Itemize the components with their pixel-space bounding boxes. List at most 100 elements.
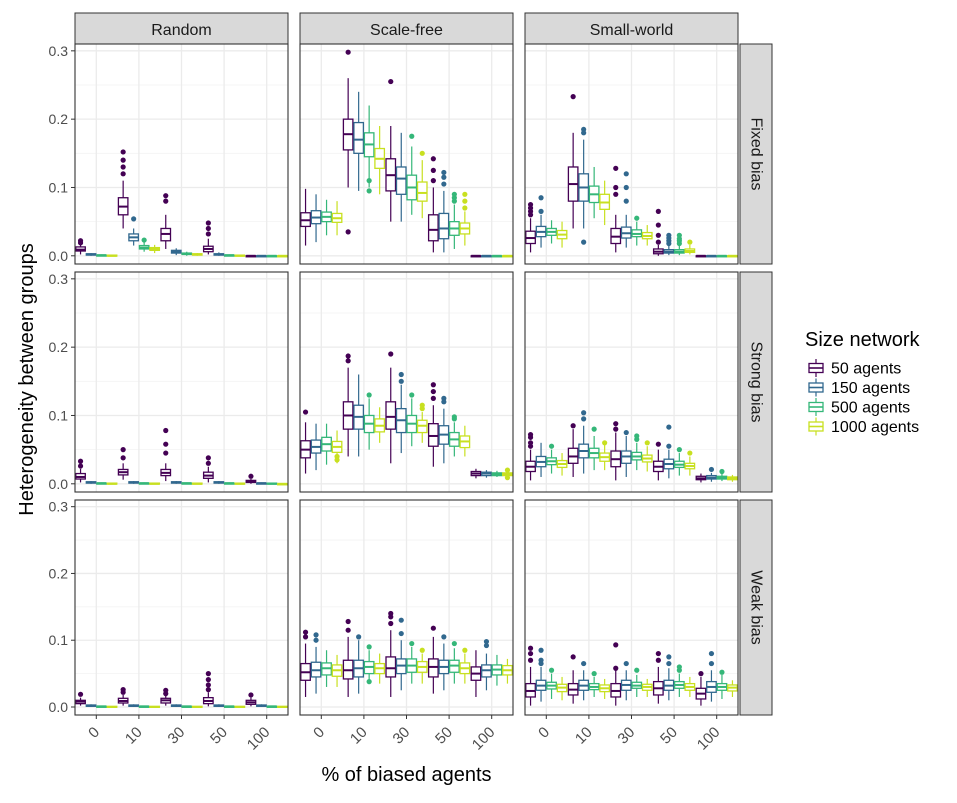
y-tick-label: 0.0	[49, 248, 69, 264]
outlier-point	[409, 133, 415, 139]
outlier-point	[527, 645, 534, 651]
outlier-point	[451, 640, 457, 647]
box	[427, 214, 439, 242]
panel-border	[299, 271, 514, 493]
outlier-point	[613, 184, 619, 191]
y-tick-label: 0.2	[49, 339, 69, 355]
outlier-point	[131, 216, 137, 222]
outlier-point	[205, 220, 211, 226]
outlier-point	[527, 657, 534, 663]
outlier-point	[655, 239, 661, 245]
x-tick-label: 50	[207, 724, 231, 748]
strip-column-0	[74, 12, 289, 45]
outlier-point	[441, 169, 447, 176]
outlier-point	[205, 671, 211, 677]
outlier-point	[623, 198, 629, 204]
box	[385, 401, 397, 430]
outlier-point	[451, 191, 457, 197]
outlier-point	[644, 440, 650, 446]
outlier-point	[345, 49, 351, 55]
outlier-point	[205, 231, 211, 237]
outlier-point	[366, 644, 372, 650]
box	[438, 212, 450, 240]
outlier-point	[163, 441, 169, 447]
panel-scale-free-fixed-bias	[299, 43, 514, 265]
strip-row-label: Fixed bias	[748, 118, 765, 191]
outlier-point	[623, 171, 629, 177]
outlier-point	[120, 455, 126, 461]
outlier-point	[687, 239, 693, 245]
x-tick-label: 100	[469, 724, 499, 754]
outlier-point	[441, 395, 447, 401]
outlier-point	[120, 164, 126, 170]
outlier-point	[666, 654, 672, 660]
outlier-point	[527, 440, 534, 446]
legend-label: 150 agents	[831, 380, 910, 397]
outlier-point	[570, 423, 576, 429]
legend-label: 1000 agents	[831, 419, 919, 436]
outlier-point	[248, 692, 254, 698]
outlier-point	[613, 421, 619, 427]
outlier-point	[655, 208, 661, 214]
y-tick-label: 0.0	[49, 476, 69, 492]
outlier-point	[205, 677, 211, 683]
y-tick-label: 0.1	[49, 632, 69, 648]
y-tick-label: 0.3	[49, 43, 69, 59]
outlier-point	[163, 198, 169, 204]
outlier-point	[366, 392, 372, 398]
outlier-point	[687, 450, 693, 456]
outlier-point	[581, 126, 587, 133]
strip-column-2	[524, 12, 739, 45]
outlier-point	[527, 650, 534, 657]
outlier-point	[163, 193, 169, 199]
box	[385, 656, 397, 678]
y-tick-label: 0.0	[49, 699, 69, 715]
outlier-point	[398, 617, 404, 623]
outlier-point	[141, 237, 147, 243]
outlier-point	[366, 679, 372, 685]
strip-row-1	[739, 271, 773, 493]
outlier-point	[581, 410, 587, 416]
y-tick-label: 0.2	[49, 565, 69, 581]
outlier-point	[398, 630, 404, 637]
outlier-point	[120, 157, 126, 163]
x-tick-label: 10	[572, 724, 596, 748]
outlier-point	[388, 351, 394, 357]
outlier-point	[613, 665, 619, 671]
outlier-point	[302, 629, 309, 635]
outlier-point	[623, 429, 629, 436]
panel-border	[524, 43, 739, 265]
strip-column-label: Scale-free	[370, 22, 443, 39]
strip-column-label: Random	[151, 22, 211, 39]
legend: Size network 50 agents 150 agents 500 agent…	[805, 329, 920, 436]
outlier-point	[451, 414, 457, 420]
outlier-point	[634, 215, 640, 221]
outlier-point	[708, 650, 715, 657]
outlier-point	[77, 238, 84, 244]
outlier-point	[623, 184, 629, 191]
outlier-point	[483, 642, 490, 649]
y-tick-label: 0.3	[49, 499, 69, 515]
x-tick-label: 0	[85, 724, 103, 742]
outlier-point	[345, 627, 351, 633]
outlier-point	[120, 687, 126, 693]
outlier-point	[419, 647, 425, 653]
outlier-point	[655, 657, 661, 663]
outlier-point	[655, 650, 661, 657]
panel-border	[524, 271, 739, 493]
box	[353, 121, 365, 154]
outlier-point	[708, 466, 715, 473]
panel-border	[299, 43, 514, 265]
outlier-point	[591, 671, 597, 677]
outlier-point	[655, 441, 661, 447]
outlier-point	[345, 353, 351, 359]
panel-random-weak-bias	[74, 499, 289, 716]
outlier-point	[504, 475, 511, 481]
outlier-point	[120, 149, 126, 155]
outlier-point	[163, 687, 169, 693]
outlier-point	[388, 610, 394, 617]
strip-row-0	[739, 43, 773, 265]
y-axis-title: Heterogeneity between groups	[16, 243, 38, 515]
box	[427, 658, 439, 678]
